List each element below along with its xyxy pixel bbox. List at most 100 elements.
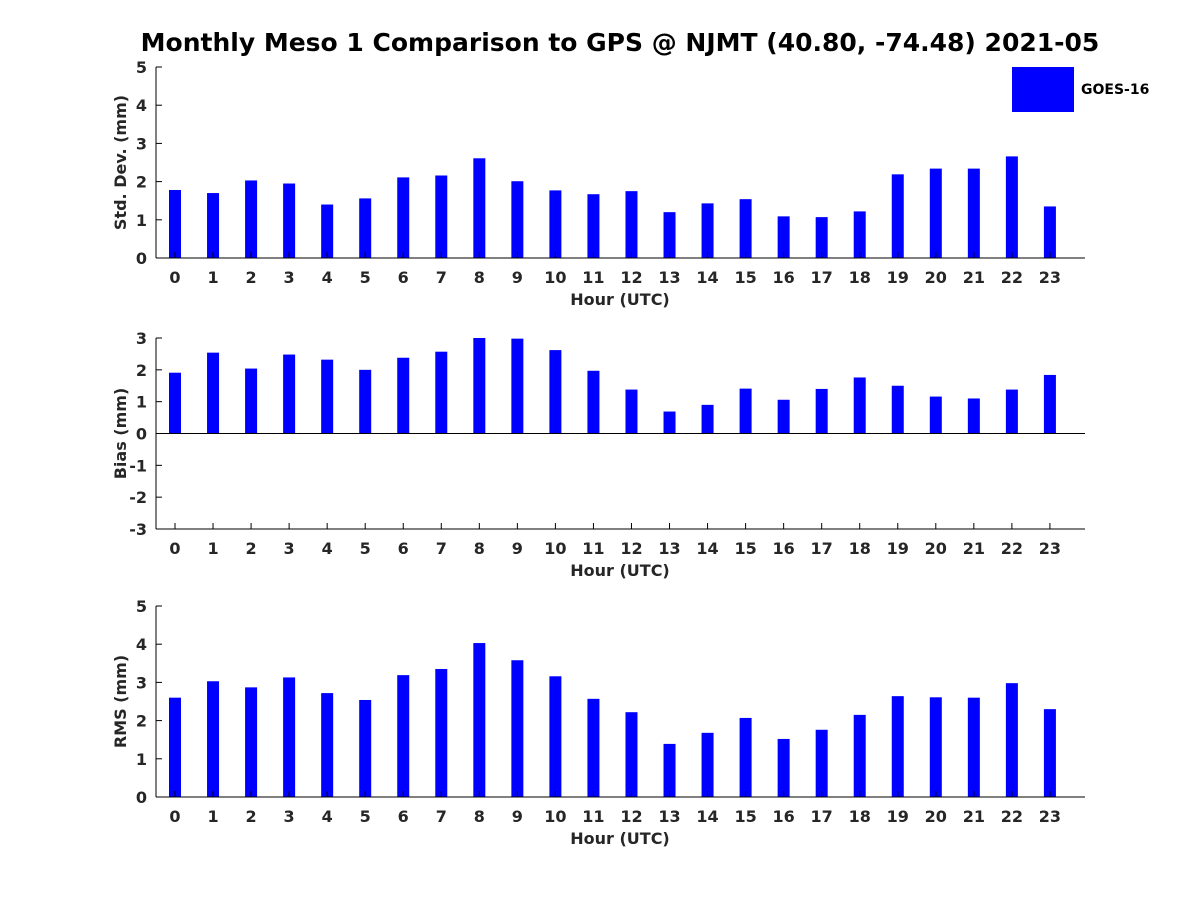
bar-rms-hour-9 (511, 660, 524, 797)
bar-bias-hour-19 (891, 385, 904, 434)
x-tick-label-std: 20 (925, 268, 947, 287)
x-tick-label-bias: 15 (734, 539, 756, 558)
y-tick-label-bias: -2 (129, 488, 147, 507)
x-tick-label-std: 19 (887, 268, 909, 287)
bar-rms-hour-19 (891, 696, 904, 797)
bar-bias-hour-10 (549, 350, 562, 434)
bar-rms-hour-5 (359, 699, 372, 797)
x-tick-label-bias: 17 (811, 539, 833, 558)
x-tick-label-std: 15 (734, 268, 756, 287)
x-tick-label-bias: 7 (436, 539, 447, 558)
bar-std-hour-8 (473, 158, 486, 258)
y-tick-label-rms: 0 (136, 788, 147, 807)
legend-label: GOES-16 (1081, 81, 1150, 98)
bar-std-hour-2 (245, 180, 258, 258)
x-tick-label-rms: 7 (436, 807, 447, 826)
bar-rms-hour-6 (397, 675, 410, 797)
y-tick-label-std: 1 (136, 211, 147, 230)
bar-std-hour-13 (663, 212, 676, 258)
y-tick-label-rms: 2 (136, 712, 147, 731)
y-tick-label-rms: 1 (136, 750, 147, 769)
bar-std-hour-4 (321, 204, 334, 258)
x-tick-label-rms: 3 (284, 807, 295, 826)
bar-std-hour-14 (701, 203, 714, 258)
bar-bias-hour-3 (283, 354, 296, 434)
y-tick-label-bias: 3 (136, 329, 147, 348)
x-tick-label-std: 3 (284, 268, 295, 287)
y-tick-label-rms: 5 (136, 597, 147, 616)
bar-std-hour-22 (1005, 156, 1018, 258)
x-tick-label-std: 16 (773, 268, 795, 287)
x-tick-label-rms: 17 (811, 807, 833, 826)
y-tick-label-rms: 4 (136, 635, 147, 654)
bar-bias-hour-8 (473, 338, 486, 434)
x-tick-label-rms: 2 (246, 807, 257, 826)
x-tick-label-bias: 2 (246, 539, 257, 558)
x-tick-label-bias: 13 (658, 539, 680, 558)
x-tick-label-bias: 0 (169, 539, 180, 558)
bar-rms-hour-23 (1043, 709, 1056, 797)
y-axis-label-std: Std. Dev. (mm) (111, 95, 130, 230)
x-tick-label-rms: 10 (544, 807, 566, 826)
x-tick-label-rms: 19 (887, 807, 909, 826)
x-tick-label-std: 5 (360, 268, 371, 287)
bar-rms-hour-11 (587, 698, 600, 797)
bar-rms-hour-17 (815, 729, 828, 797)
legend-swatch (1012, 67, 1074, 112)
bar-std-hour-20 (929, 168, 942, 258)
bar-std-hour-17 (815, 217, 828, 258)
y-axis-label-rms: RMS (mm) (111, 655, 130, 748)
y-tick-label-bias: 1 (136, 393, 147, 412)
y-axis-label-bias: Bias (mm) (111, 388, 130, 480)
bar-rms-hour-12 (625, 712, 638, 797)
bar-bias-hour-9 (511, 338, 524, 434)
x-tick-label-bias: 21 (963, 539, 985, 558)
x-tick-label-bias: 6 (398, 539, 409, 558)
bar-std-hour-10 (549, 190, 562, 258)
x-tick-label-rms: 5 (360, 807, 371, 826)
bar-rms-hour-0 (169, 697, 181, 797)
bar-bias-hour-22 (1005, 389, 1018, 434)
y-tick-label-std: 0 (136, 249, 147, 268)
x-tick-label-rms: 4 (322, 807, 333, 826)
bar-rms-hour-10 (549, 676, 562, 797)
x-tick-label-bias: 18 (849, 539, 871, 558)
x-tick-label-bias: 12 (620, 539, 642, 558)
x-tick-label-rms: 18 (849, 807, 871, 826)
x-tick-label-rms: 21 (963, 807, 985, 826)
bar-bias-hour-4 (321, 359, 334, 434)
bar-rms-hour-22 (1005, 683, 1018, 797)
x-tick-label-bias: 11 (582, 539, 604, 558)
x-tick-label-bias: 4 (322, 539, 333, 558)
x-tick-label-std: 18 (849, 268, 871, 287)
x-tick-label-std: 11 (582, 268, 604, 287)
bar-bias-hour-21 (967, 398, 980, 434)
x-tick-label-rms: 6 (398, 807, 409, 826)
x-tick-label-std: 7 (436, 268, 447, 287)
y-tick-label-std: 4 (136, 96, 147, 115)
x-tick-label-bias: 8 (474, 539, 485, 558)
bar-std-hour-21 (967, 168, 980, 258)
x-tick-label-rms: 23 (1039, 807, 1061, 826)
bar-rms-hour-3 (283, 677, 296, 797)
x-tick-label-std: 13 (658, 268, 680, 287)
y-tick-label-bias: -1 (129, 456, 147, 475)
bar-bias-hour-5 (359, 369, 372, 434)
x-tick-label-rms: 14 (696, 807, 718, 826)
x-tick-label-bias: 9 (512, 539, 523, 558)
y-tick-label-std: 2 (136, 173, 147, 192)
x-tick-label-std: 22 (1001, 268, 1023, 287)
x-axis-label-bias: Hour (UTC) (570, 561, 670, 580)
y-tick-label-std: 3 (136, 134, 147, 153)
x-tick-label-rms: 0 (169, 807, 180, 826)
x-tick-label-bias: 5 (360, 539, 371, 558)
x-tick-label-bias: 1 (207, 539, 218, 558)
x-tick-label-rms: 22 (1001, 807, 1023, 826)
x-tick-label-rms: 9 (512, 807, 523, 826)
bar-bias-hour-13 (663, 411, 676, 434)
x-tick-label-std: 1 (207, 268, 218, 287)
bar-std-hour-9 (511, 181, 524, 258)
bar-bias-hour-6 (397, 357, 410, 434)
x-tick-label-bias: 14 (696, 539, 718, 558)
